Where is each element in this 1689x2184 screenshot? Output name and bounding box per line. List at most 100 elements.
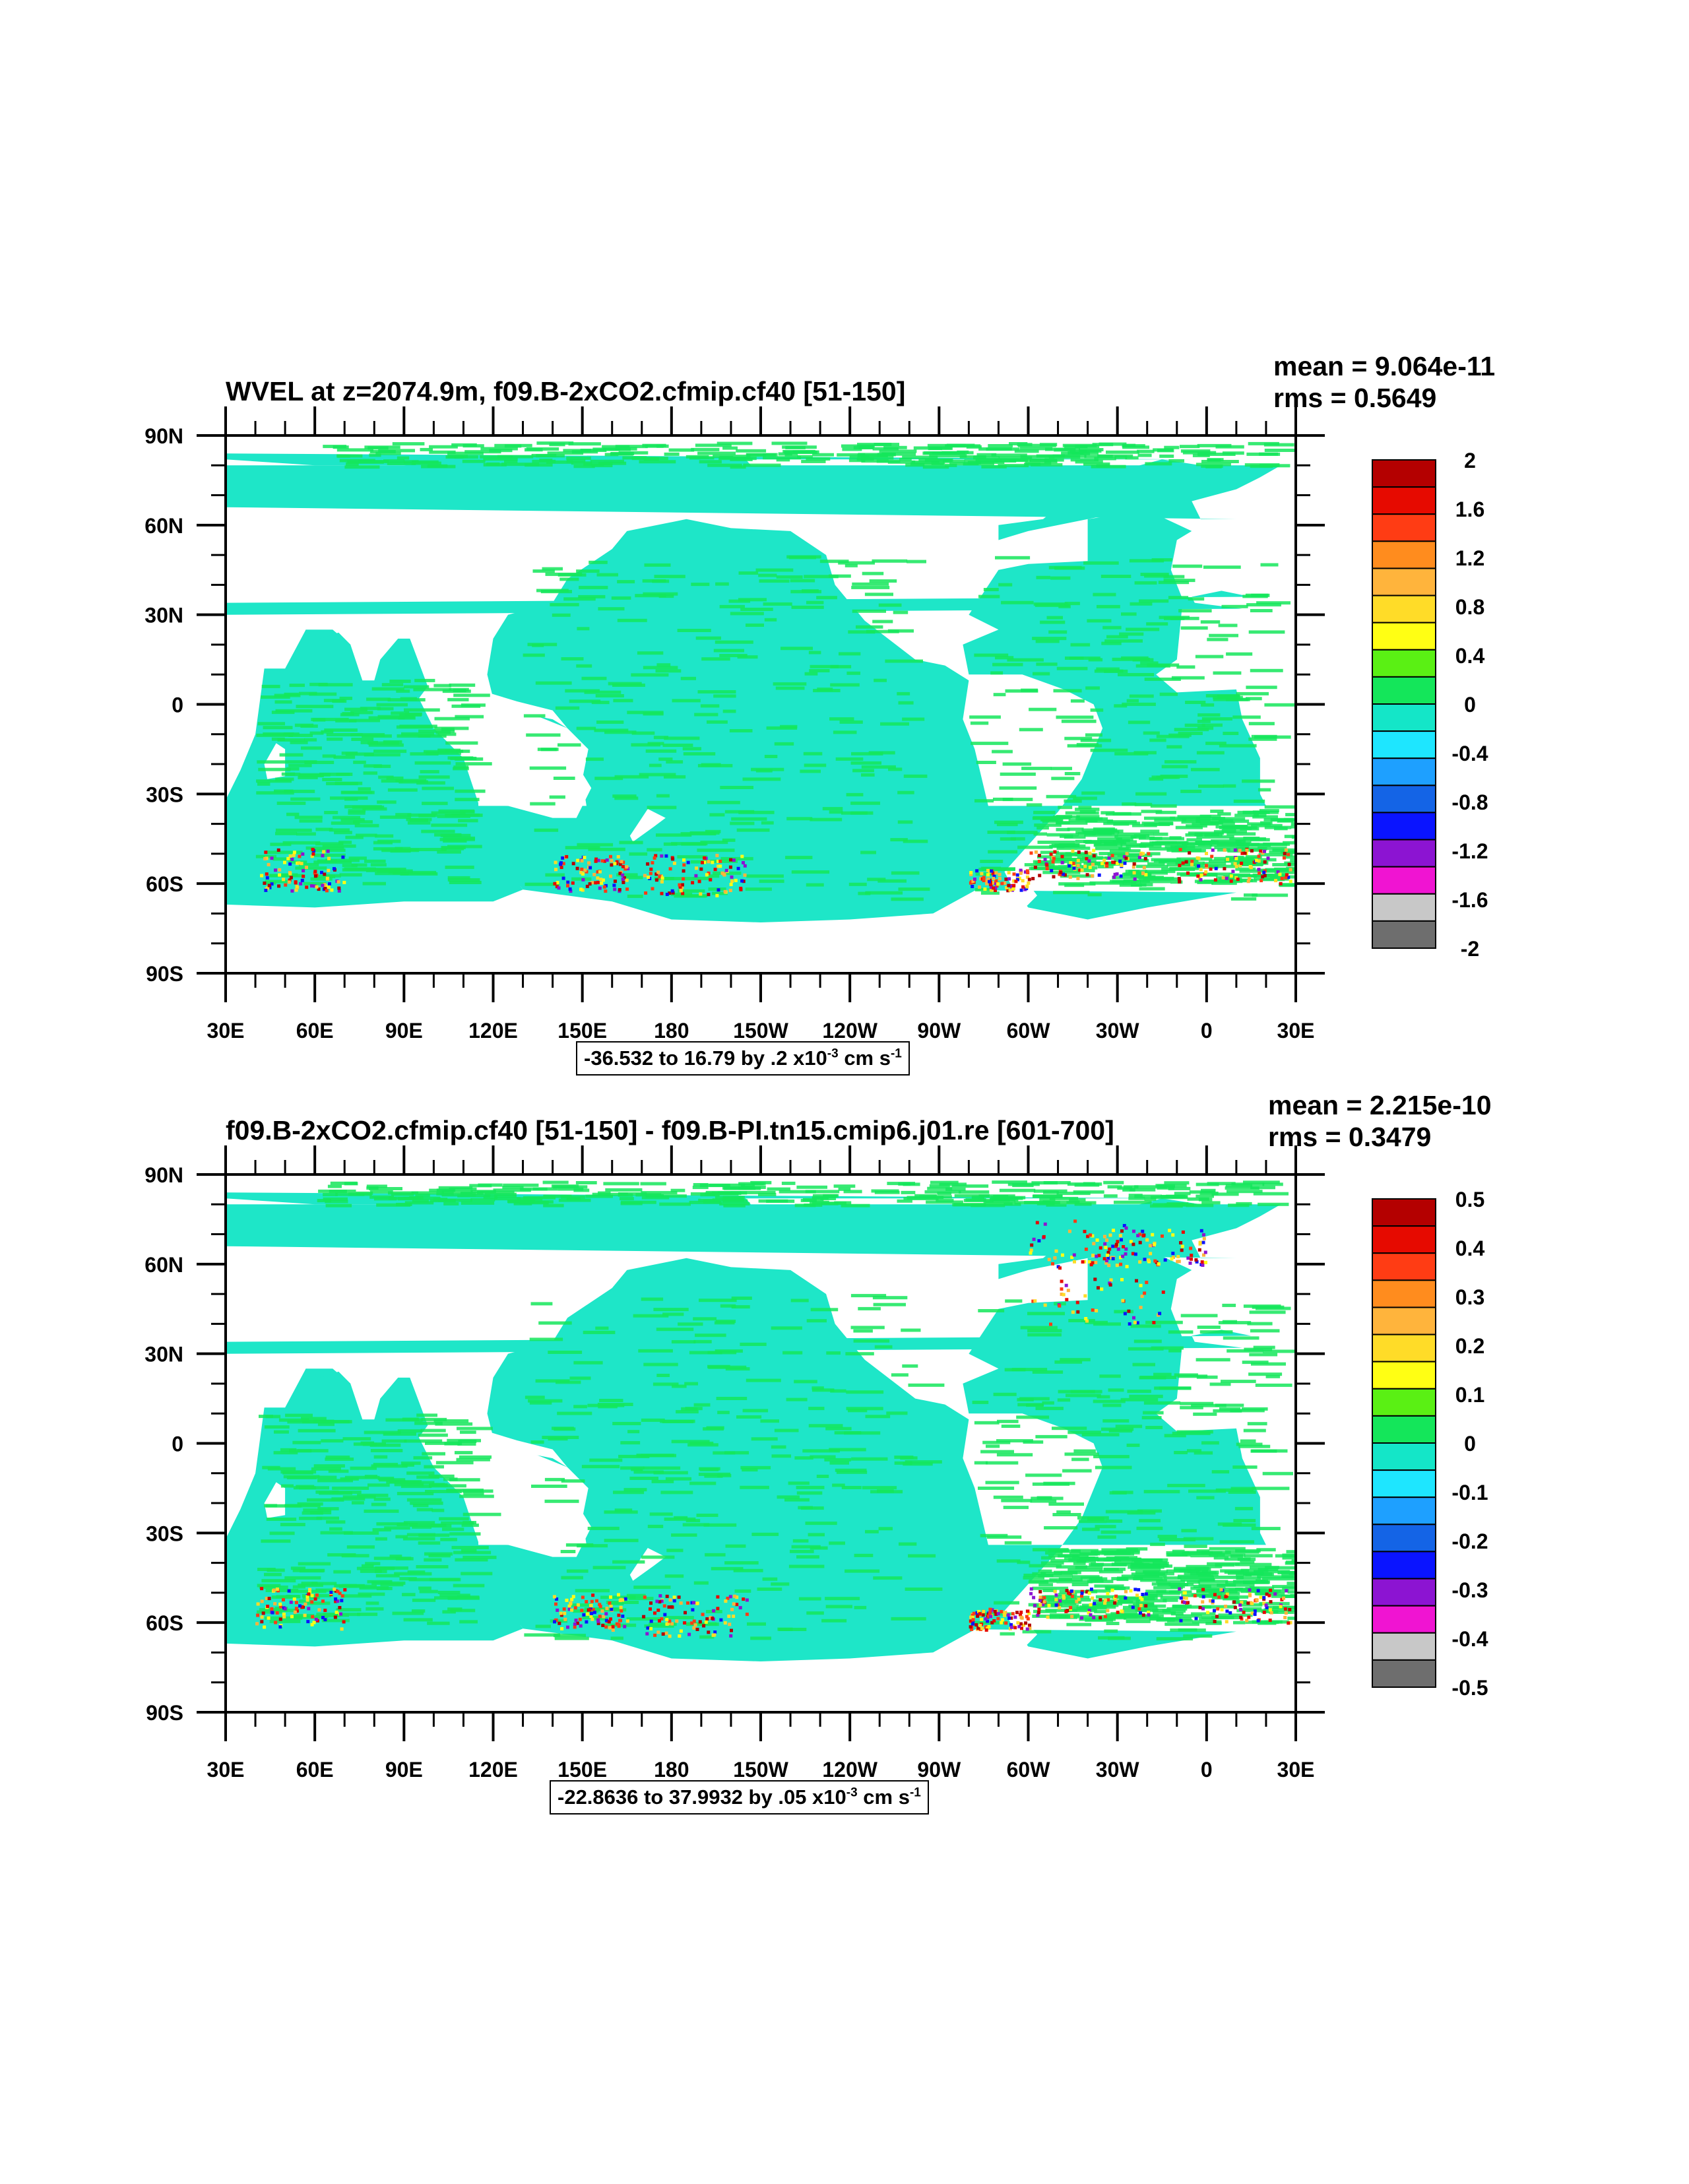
- lat-tick-label: 30N: [144, 604, 183, 627]
- lon-tick-label: 120E: [468, 1019, 518, 1043]
- colorbar-swatch: [1372, 1578, 1436, 1607]
- panel-wvel-difference: f09.B-2xCO2.cfmip.cf40 [51-150] - f09.B-…: [0, 1082, 1689, 1841]
- colorbar-swatch: [1372, 757, 1436, 787]
- plot-title: WVEL at z=2074.9m, f09.B-2xCO2.cfmip.cf4…: [226, 376, 906, 406]
- lon-tick-label: 30E: [207, 1758, 245, 1782]
- colorbar-label: -1.2: [1451, 839, 1488, 863]
- map-plot: 90N 60N 30N 0 30S 60S 90S 30E 60E 90E 120E 150E 180 1…: [144, 1145, 1488, 1782]
- colorbar-label: -0.1: [1451, 1481, 1488, 1504]
- contour-range-box: -22.8636 to 37.9932 by .05 x10-3 cm s-1: [550, 1780, 929, 1815]
- lon-tick-label: 180: [654, 1758, 689, 1782]
- colorbar: 0.5 0.4 0.3 0.2 0.1 0 -0.1 -0.2 -0.3 -0.4 -0.5: [1372, 1188, 1488, 1700]
- colorbar-swatch: [1372, 486, 1436, 515]
- colorbar-label: 0.5: [1455, 1188, 1484, 1211]
- colorbar-swatch: [1372, 622, 1436, 651]
- lat-tick-label: 90N: [144, 1163, 183, 1187]
- lon-tick-label: 120E: [468, 1758, 518, 1782]
- colorbar-label: -2: [1461, 937, 1479, 961]
- panel-wvel-mean: WVEL at z=2074.9m, f09.B-2xCO2.cfmip.cf4…: [0, 343, 1689, 1082]
- colorbar-swatch: [1372, 730, 1436, 759]
- map-field: [226, 435, 1296, 922]
- ocean-region: [226, 1204, 1281, 1258]
- lon-tick-label: 150E: [558, 1758, 607, 1782]
- colorbar-swatch: [1372, 649, 1436, 678]
- colorbar-swatch: [1372, 1415, 1436, 1444]
- map-plot: 90N 60N 30N 0 30S 60S 90S 30E 60E 90E 120E 150E 180 1…: [144, 406, 1488, 1043]
- colorbar-label: 0: [1464, 693, 1476, 717]
- lon-tick-label: 90E: [385, 1758, 423, 1782]
- lon-tick-label: 60E: [296, 1758, 334, 1782]
- colorbar-swatch: [1372, 703, 1436, 732]
- range-unit-exponent: -1: [909, 1785, 921, 1800]
- colorbar-swatch: [1372, 1551, 1436, 1580]
- range-text: -22.8636 to 37.9932 by .05 x10: [558, 1785, 846, 1809]
- map-axes: 90N 60N 30N 0 30S 60S 90S 30E 60E 90E 120E 150E 180 1…: [144, 406, 1325, 1043]
- ocean-region: [291, 1368, 351, 1402]
- colorbar-swatch: [1372, 1524, 1436, 1553]
- colorbar-swatch: [1372, 1333, 1436, 1363]
- map-axes: 90N 60N 30N 0 30S 60S 90S 30E 60E 90E 120E 150E 180 1…: [144, 1145, 1325, 1782]
- colorbar-label: 0.4: [1455, 644, 1485, 668]
- colorbar-label: 0.1: [1455, 1383, 1484, 1407]
- lon-tick-label: 150E: [558, 1019, 607, 1043]
- colorbar-label: -0.3: [1451, 1578, 1488, 1602]
- colorbar-label: -0.4: [1451, 1627, 1488, 1651]
- colorbar-label: 0.4: [1455, 1237, 1485, 1260]
- lon-tick-label: 120W: [822, 1758, 877, 1782]
- ocean-region: [226, 465, 1281, 519]
- colorbar-swatch: [1372, 1252, 1436, 1281]
- colorbar-swatch: [1372, 785, 1436, 814]
- colorbar-swatch: [1372, 1632, 1436, 1661]
- colorbar-swatch: [1372, 1225, 1436, 1254]
- colorbar-label: 0.2: [1455, 1334, 1484, 1358]
- lat-tick-label: 30N: [144, 1343, 183, 1366]
- colorbar-swatch: [1372, 920, 1436, 949]
- colorbar-swatch: [1372, 513, 1436, 542]
- contour-range-box: -36.532 to 16.79 by .2 x10-3 cm s-1: [576, 1041, 910, 1076]
- colorbar-swatch: [1372, 1442, 1436, 1471]
- colorbar-swatch: [1372, 1361, 1436, 1390]
- lat-tick-label: 90N: [144, 424, 183, 448]
- colorbar-swatch: [1372, 459, 1436, 488]
- colorbar: 2 1.6 1.2 0.8 0.4 0 -0.4 -0.8 -1.2 -1.6 -2: [1372, 449, 1488, 961]
- colorbar-label: 1.2: [1455, 546, 1484, 570]
- colorbar-label: 2: [1464, 449, 1476, 472]
- colorbar-swatch: [1372, 1659, 1436, 1688]
- colorbar-swatch: [1372, 1279, 1436, 1308]
- lon-tick-label: 30W: [1096, 1758, 1140, 1782]
- lon-tick-label: 60E: [296, 1019, 334, 1043]
- rms-stat: rms = 0.5649: [1273, 383, 1437, 413]
- ocean-region: [291, 629, 351, 663]
- colorbar-swatch: [1372, 540, 1436, 569]
- land-mass: [629, 809, 666, 842]
- lat-tick-label: 30S: [146, 783, 183, 806]
- colorbar-label: 0.8: [1455, 595, 1484, 619]
- lon-tick-label: 150W: [733, 1758, 788, 1782]
- land-mass: [998, 883, 1037, 920]
- lon-tick-label: 150W: [733, 1019, 788, 1043]
- lon-tick-label: 90E: [385, 1019, 423, 1043]
- lat-tick-label: 60S: [146, 872, 183, 896]
- colorbar-label: 0.3: [1455, 1285, 1484, 1309]
- range-unit: cm s: [857, 1785, 910, 1809]
- lat-tick-label: 60S: [146, 1611, 183, 1635]
- colorbar-swatch: [1372, 839, 1436, 868]
- lat-tick-label: 0: [172, 693, 183, 717]
- ocean-region: [226, 1330, 1252, 1354]
- colorbar-swatch: [1372, 1605, 1436, 1634]
- range-exponent: -3: [827, 1046, 839, 1061]
- land-mass: [475, 1479, 592, 1557]
- colorbar-swatch: [1372, 1388, 1436, 1417]
- land-mass: [264, 1482, 286, 1518]
- lon-tick-label: 30E: [207, 1019, 245, 1043]
- colorbar-swatch: [1372, 1306, 1436, 1335]
- lon-tick-label: 120W: [822, 1019, 877, 1043]
- colorbar-swatch: [1372, 567, 1436, 596]
- mean-stat: mean = 9.064e-11: [1273, 351, 1496, 381]
- mean-stat: mean = 2.215e-10: [1268, 1090, 1492, 1120]
- colorbar-swatch: [1372, 812, 1436, 841]
- lon-tick-label: 30W: [1096, 1019, 1140, 1043]
- lon-tick-label: 90W: [917, 1758, 961, 1782]
- range-unit-exponent: -1: [890, 1046, 902, 1061]
- lon-tick-label: 60W: [1007, 1758, 1051, 1782]
